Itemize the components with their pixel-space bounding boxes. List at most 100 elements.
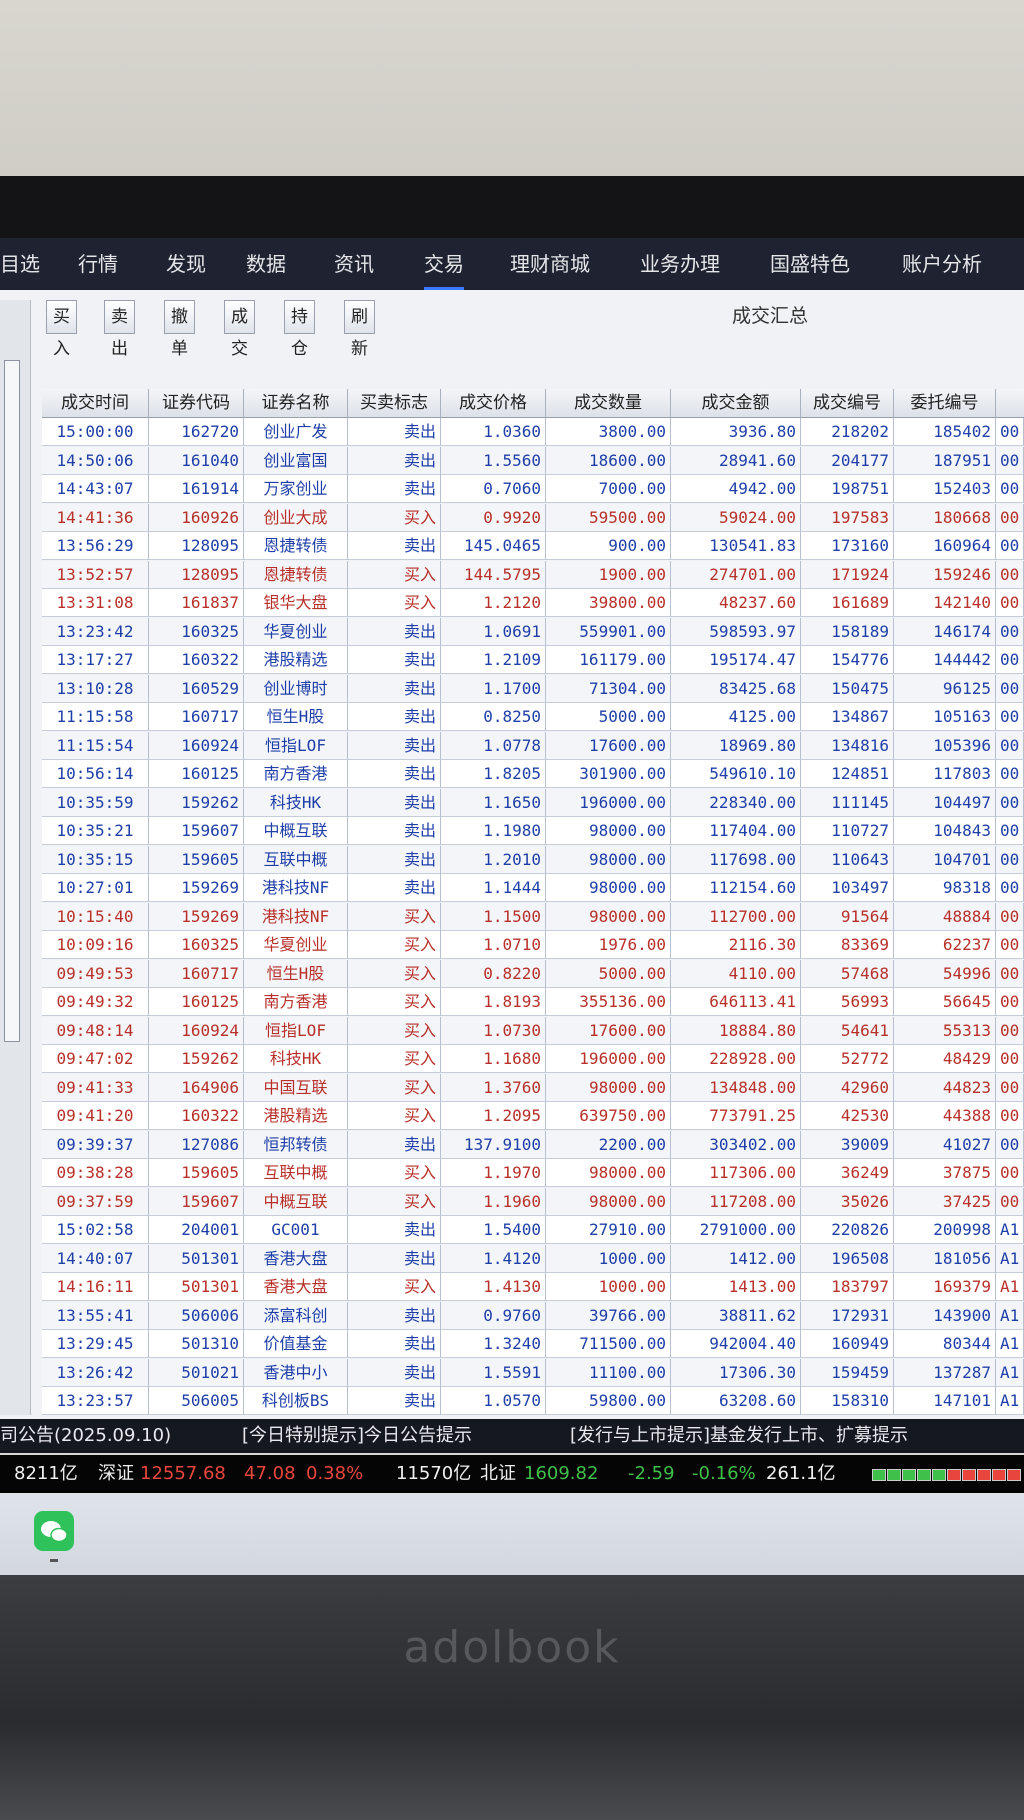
table-cell: 买入	[348, 959, 441, 988]
table-cell: 恒生H股	[244, 703, 348, 731]
table-cell: 3936.80	[671, 418, 801, 446]
table-cell: 200998	[894, 1216, 996, 1244]
table-cell: 卖出	[348, 1244, 441, 1273]
status-item[interactable]: 司公告(2025.09.10)	[0, 1425, 172, 1446]
mini-bar	[947, 1469, 961, 1481]
toolbar-button[interactable]: 成交	[224, 300, 255, 359]
table-cell: 价值基金	[244, 1330, 348, 1358]
table-cell: 卖出	[348, 1330, 441, 1358]
table-cell: 59500.00	[546, 503, 671, 532]
table-cell: 164906	[149, 1073, 244, 1102]
table-cell: 37875	[894, 1159, 996, 1187]
table-cell: 14:16:11	[42, 1273, 149, 1301]
table-cell: 1.1960	[441, 1187, 546, 1216]
table-cell: 1.4120	[441, 1244, 546, 1273]
table-cell: 1.0730	[441, 1016, 546, 1045]
table-cell: 159607	[149, 1187, 244, 1216]
table-cell: 1.2095	[441, 1102, 546, 1130]
table-cell: 买入	[348, 902, 441, 931]
nav-bar: 目选 行情 发现 数据 资讯 交易 理财商城 业务办理 国盛特色 账户分析	[0, 238, 1024, 290]
table-cell: 160717	[149, 703, 244, 731]
table-cell: 00	[996, 874, 1024, 902]
table-cell: 110727	[801, 817, 894, 845]
nav-tab[interactable]: 资讯	[334, 252, 374, 276]
table-cell: 09:48:14	[42, 1016, 149, 1045]
panel-title: 成交汇总	[732, 305, 809, 327]
table-cell: 17600.00	[546, 731, 671, 760]
table-cell: 646113.41	[671, 988, 801, 1016]
table-cell: 恩捷转债	[244, 560, 348, 589]
nav-tab[interactable]: 交易	[424, 238, 464, 290]
table-cell: 00	[996, 1102, 1024, 1130]
table-cell: 195174.47	[671, 646, 801, 674]
table-cell: 10:15:40	[42, 902, 149, 931]
status-item[interactable]: [发行与上市提示]基金发行上市、扩募提示	[570, 1425, 909, 1446]
table-cell: 171924	[801, 560, 894, 589]
table-cell: 83425.68	[671, 674, 801, 703]
nav-tab[interactable]: 目选	[0, 252, 40, 276]
index-value: 47.08	[244, 1463, 296, 1484]
toolbar-button[interactable]: 卖出	[104, 300, 135, 359]
table-cell: 0.9760	[441, 1301, 546, 1330]
table-cell: 恒邦转债	[244, 1130, 348, 1159]
table-cell: 华夏创业	[244, 617, 348, 646]
table-cell: 54641	[801, 1016, 894, 1045]
table-cell: 1000.00	[546, 1244, 671, 1273]
toolbar-button[interactable]: 持仓	[284, 300, 315, 359]
table-cell: 港科技NF	[244, 902, 348, 931]
table-cell: 00	[996, 959, 1024, 988]
taskbar	[0, 1493, 1024, 1575]
mini-bar	[887, 1469, 901, 1481]
table-cell: 39009	[801, 1130, 894, 1159]
table-cell: 卖出	[348, 418, 441, 446]
table-cell: 13:10:28	[42, 674, 149, 703]
table-cell: 2791000.00	[671, 1216, 801, 1244]
table-cell: 159269	[149, 874, 244, 902]
table-cell: 143900	[894, 1301, 996, 1330]
table-cell: 180668	[894, 503, 996, 532]
table-cell: 00	[996, 532, 1024, 560]
table-cell: 香港大盘	[244, 1244, 348, 1273]
table-cell: 56993	[801, 988, 894, 1016]
status-item[interactable]: [今日特别提示]今日公告提示	[242, 1425, 473, 1446]
table-cell: 142140	[894, 589, 996, 617]
column-header: 证券名称	[244, 389, 348, 418]
nav-tab[interactable]: 国盛特色	[770, 252, 850, 276]
table-cell: 卖出	[348, 1387, 441, 1415]
table-cell: 160717	[149, 959, 244, 988]
table-cell: 52772	[801, 1045, 894, 1073]
nav-tab[interactable]: 行情	[78, 252, 118, 276]
table-cell: 103497	[801, 874, 894, 902]
nav-tab[interactable]: 账户分析	[902, 252, 982, 276]
table-cell: 196508	[801, 1244, 894, 1273]
table-cell: 09:39:37	[42, 1130, 149, 1159]
table-cell: 27910.00	[546, 1216, 671, 1244]
table-cell: 501301	[149, 1244, 244, 1273]
table-cell: 创业富国	[244, 446, 348, 475]
toolbar-button[interactable]: 买入	[46, 300, 77, 359]
toolbar-button[interactable]: 刷新	[344, 300, 375, 359]
table-cell: 1412.00	[671, 1244, 801, 1273]
mini-bar	[932, 1469, 946, 1481]
table-cell: 买入	[348, 589, 441, 617]
table-cell: 160325	[149, 931, 244, 959]
table-cell: 1.3240	[441, 1330, 546, 1358]
table-cell: 00	[996, 475, 1024, 503]
table-cell: 711500.00	[546, 1330, 671, 1358]
nav-tab[interactable]: 发现	[166, 252, 206, 276]
table-cell: 134848.00	[671, 1073, 801, 1102]
nav-tab[interactable]: 数据	[246, 252, 286, 276]
nav-tab[interactable]: 业务办理	[640, 252, 720, 276]
table-cell: 恩捷转债	[244, 532, 348, 560]
toolbar-button[interactable]: 撤单	[164, 300, 195, 359]
table-cell: 1.1700	[441, 674, 546, 703]
wechat-icon[interactable]	[34, 1511, 74, 1551]
table-cell: 161914	[149, 475, 244, 503]
table-cell: 98000.00	[546, 902, 671, 931]
table-cell: 11:15:54	[42, 731, 149, 760]
table-cell: 银华大盘	[244, 589, 348, 617]
table-cell: 5000.00	[546, 703, 671, 731]
nav-tab[interactable]: 理财商城	[510, 252, 590, 276]
table-cell: 13:17:27	[42, 646, 149, 674]
table-cell: 00	[996, 902, 1024, 931]
